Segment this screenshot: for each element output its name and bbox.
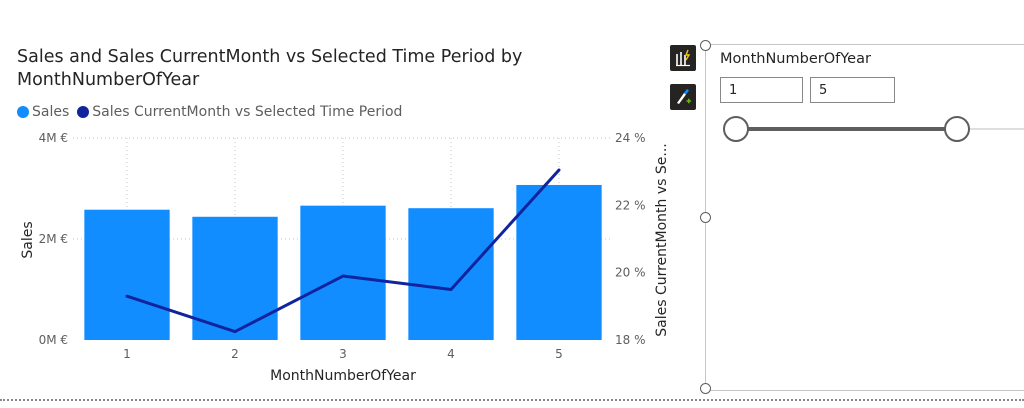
- bar-sales: [516, 184, 602, 340]
- bar-sales: [192, 216, 278, 340]
- resize-handle-left[interactable]: [700, 212, 711, 223]
- legend-item-sales[interactable]: Sales: [17, 104, 69, 120]
- x-tick-label: 2: [231, 347, 239, 361]
- chart-legend: Sales Sales CurrentMonth vs Selected Tim…: [17, 104, 410, 120]
- legend-marker-sales: [17, 106, 29, 118]
- chart-plot: 0M € 2M € 4M € 18 % 20 % 22 % 24 % 1 2 3 4 5 MonthNu…: [20, 131, 670, 384]
- y-tick-label: 4M €: [39, 131, 68, 145]
- x-axis-title: MonthNumberOfYear: [270, 368, 416, 384]
- point-sales-current-month: [557, 168, 561, 172]
- y-tick-label: 0M €: [39, 333, 68, 347]
- slicer-title: MonthNumberOfYear: [720, 51, 871, 67]
- bar-sales: [300, 205, 386, 340]
- range-slider-track[interactable]: [736, 127, 958, 131]
- point-sales-current-month: [233, 330, 237, 334]
- bar-sales: [84, 209, 170, 340]
- range-slider-start-thumb[interactable]: [723, 116, 749, 142]
- point-sales-current-month: [341, 274, 345, 278]
- y2-tick-label: 18 %: [615, 333, 646, 347]
- resize-handle-top-left[interactable]: [700, 40, 711, 51]
- format-brush-icon: [677, 89, 691, 104]
- page-divider: [0, 399, 1024, 401]
- format-visual-icon: [676, 49, 691, 67]
- y-axis-title: Sales: [20, 221, 36, 258]
- y-tick-label: 2M €: [39, 232, 68, 246]
- point-sales-current-month: [125, 294, 129, 298]
- x-tick-label: 5: [555, 347, 563, 361]
- legend-label-current-month: Sales CurrentMonth vs Selected Time Peri…: [92, 104, 403, 120]
- range-end-input[interactable]: [810, 77, 895, 103]
- x-tick-label: 4: [447, 347, 455, 361]
- y2-tick-label: 20 %: [615, 266, 646, 280]
- range-start-input[interactable]: [720, 77, 803, 103]
- chart-visual[interactable]: Sales and Sales CurrentMonth vs Selected…: [0, 0, 700, 408]
- y2-tick-label: 24 %: [615, 131, 646, 145]
- x-tick-label: 1: [123, 347, 131, 361]
- range-slider-rail: [958, 128, 1024, 130]
- chart-title: Sales and Sales CurrentMonth vs Selected…: [17, 47, 523, 90]
- y2-axis-title: Sales CurrentMonth vs Se...: [654, 143, 670, 337]
- legend-marker-current-month: [77, 106, 90, 118]
- bar-sales: [408, 208, 494, 340]
- legend-label-sales: Sales: [32, 104, 70, 120]
- legend-item-current-month[interactable]: Sales CurrentMonth vs Selected Time Peri…: [77, 104, 402, 120]
- format-visual-button[interactable]: [670, 45, 696, 71]
- range-slider-end-thumb[interactable]: [944, 116, 970, 142]
- x-tick-label: 3: [339, 347, 347, 361]
- point-sales-current-month: [449, 288, 453, 291]
- format-brush-button[interactable]: [670, 84, 696, 110]
- y2-tick-label: 22 %: [615, 198, 646, 212]
- resize-handle-bottom-left[interactable]: [700, 383, 711, 394]
